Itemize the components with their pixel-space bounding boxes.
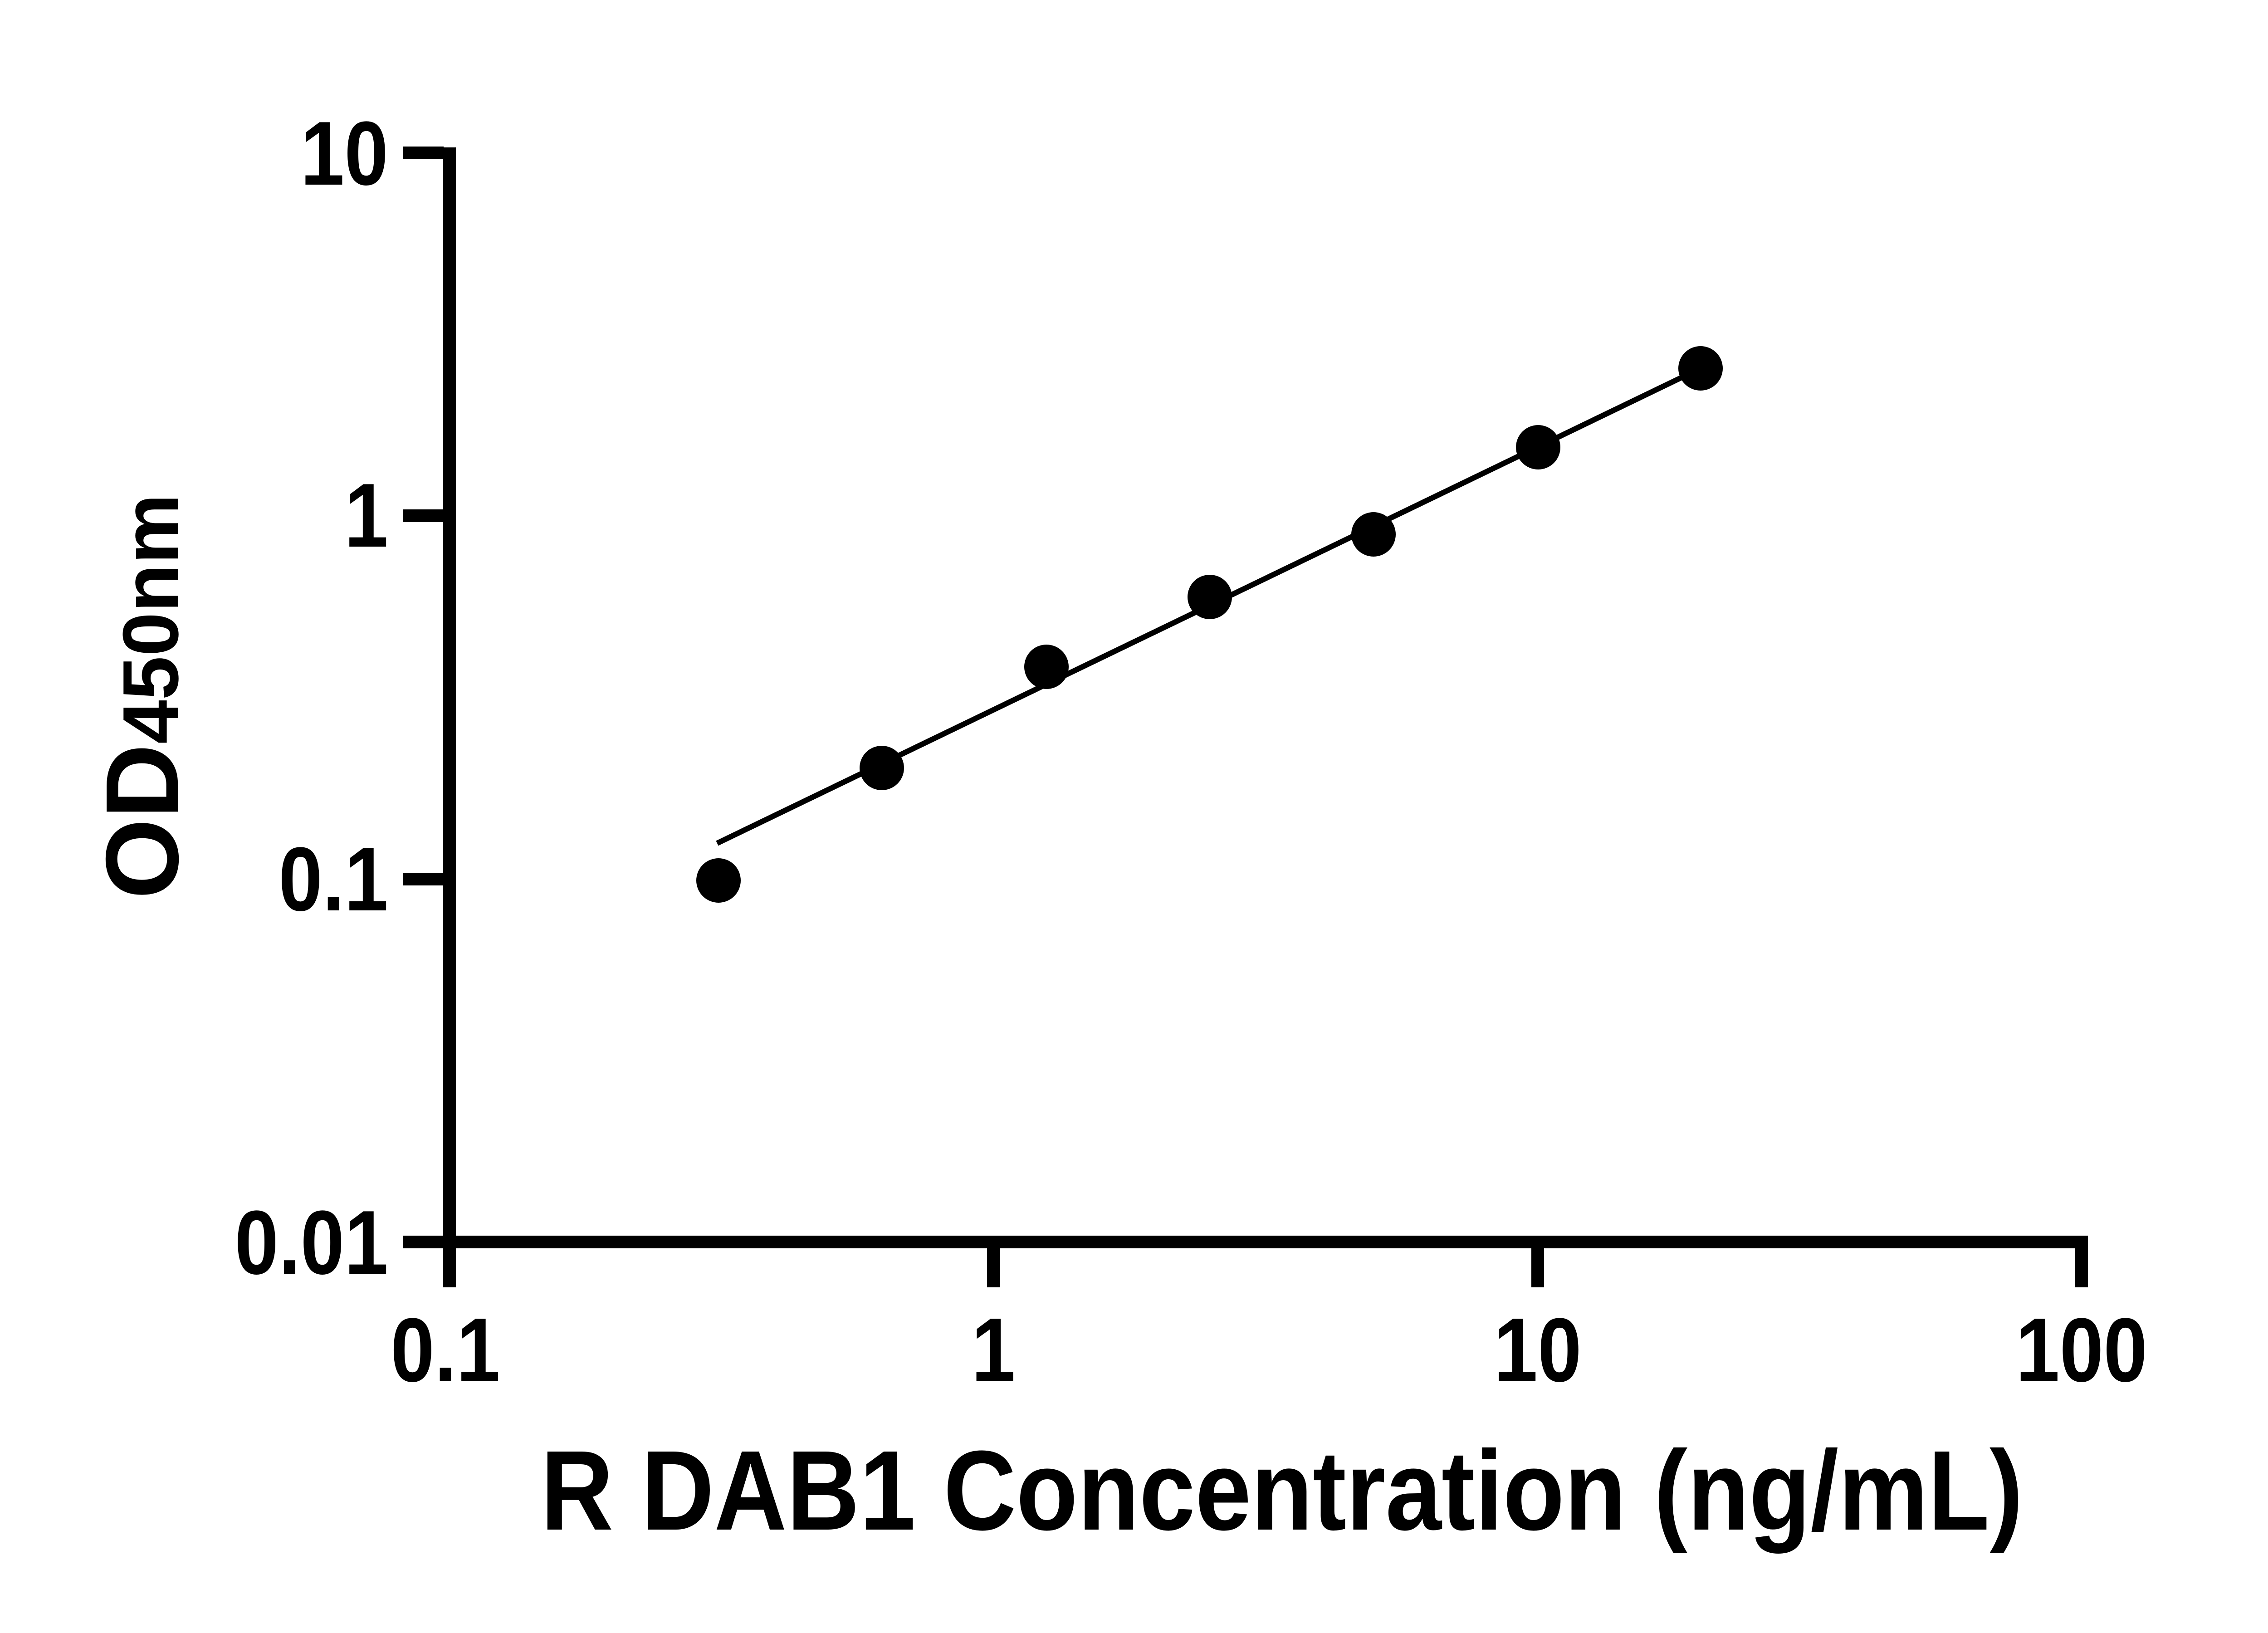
svg-text:0.01: 0.01 xyxy=(235,1192,388,1293)
svg-text:100: 100 xyxy=(2016,1299,2147,1401)
svg-text:0.1: 0.1 xyxy=(279,828,388,930)
svg-text:1: 1 xyxy=(344,464,388,566)
svg-text:0.1: 0.1 xyxy=(391,1299,500,1401)
svg-text:R DAB1 Concentration (ng/mL): R DAB1 Concentration (ng/mL) xyxy=(541,1428,2023,1554)
svg-text:OD450nm: OD450nm xyxy=(85,494,200,899)
svg-text:10: 10 xyxy=(300,103,388,204)
svg-text:1: 1 xyxy=(972,1299,1016,1401)
svg-text:10: 10 xyxy=(1494,1299,1582,1401)
